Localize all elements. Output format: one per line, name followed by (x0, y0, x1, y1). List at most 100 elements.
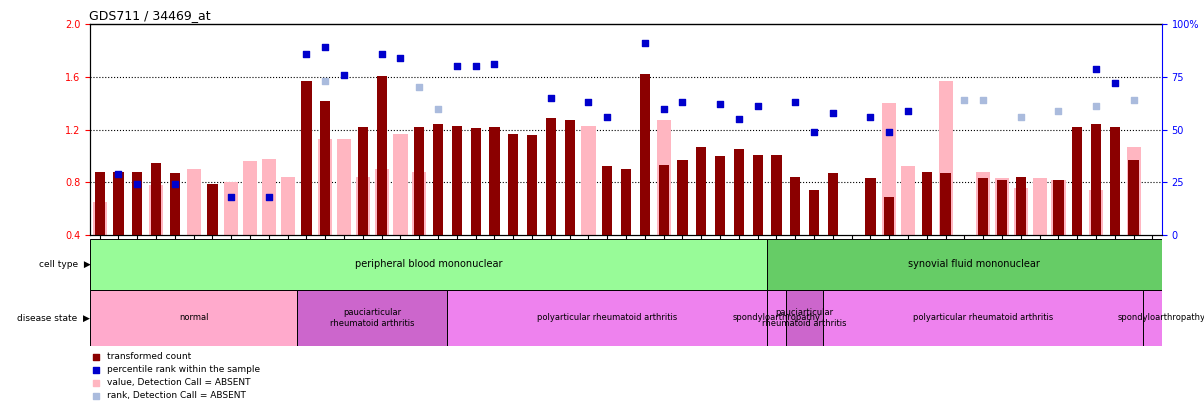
Text: pauciarticular
rheumatoid arthritis: pauciarticular rheumatoid arthritis (762, 308, 846, 328)
Bar (1051, 180, 1066, 235)
Bar (621, 169, 631, 235)
Point (1125, 97, 1144, 103)
Bar (1054, 180, 1063, 235)
Point (1086, 65, 1105, 72)
Point (485, 61, 504, 68)
Bar (132, 172, 142, 235)
Point (165, 181, 184, 188)
Text: pauciarticular
rheumatoid arthritis: pauciarticular rheumatoid arthritis (330, 308, 414, 328)
Point (748, 103, 767, 110)
Point (87, 379, 106, 386)
Point (466, 63, 485, 70)
Bar (715, 156, 725, 235)
Bar (602, 166, 613, 235)
Bar (827, 173, 838, 235)
Text: percentile rank within the sample: percentile rank within the sample (107, 365, 260, 374)
Bar (471, 128, 480, 235)
Bar (527, 135, 537, 235)
Point (974, 97, 993, 103)
Text: spondyloarthropathy: spondyloarthropathy (732, 313, 820, 322)
Bar (508, 134, 519, 235)
Point (259, 194, 278, 200)
Text: rank, Detection Call = ABSENT: rank, Detection Call = ABSENT (107, 391, 246, 400)
Point (1011, 114, 1031, 120)
Bar (582, 126, 596, 235)
Point (730, 116, 749, 122)
Point (710, 101, 730, 108)
Bar (957, 235, 972, 239)
Bar (846, 235, 857, 239)
Bar (374, 169, 389, 235)
Bar (772, 155, 781, 235)
Point (673, 99, 692, 105)
Bar (767, 290, 786, 346)
Point (447, 63, 466, 70)
Bar (297, 290, 448, 346)
Bar (901, 166, 915, 235)
Point (87, 354, 106, 360)
Bar (281, 177, 295, 235)
Point (1105, 80, 1125, 87)
Bar (95, 172, 105, 235)
Point (636, 40, 655, 47)
Bar (452, 126, 462, 235)
Point (654, 105, 673, 112)
Bar (149, 185, 164, 235)
Bar (93, 202, 107, 235)
Point (128, 181, 147, 188)
Bar (678, 160, 687, 235)
Point (880, 128, 899, 135)
Bar (320, 101, 330, 235)
Text: peripheral blood mononuclear: peripheral blood mononuclear (355, 259, 502, 269)
Bar (656, 120, 671, 235)
Point (429, 105, 448, 112)
Bar (978, 178, 988, 235)
Point (87, 367, 106, 373)
Point (372, 51, 391, 57)
Bar (786, 290, 824, 346)
Text: polyarticular rheumatoid arthritis: polyarticular rheumatoid arthritis (537, 313, 678, 322)
Bar (90, 290, 297, 346)
Bar (113, 172, 124, 235)
Bar (733, 149, 744, 235)
Point (597, 114, 616, 120)
Bar (884, 197, 895, 235)
Bar (301, 81, 312, 235)
Bar (1034, 235, 1045, 257)
Bar (790, 177, 801, 235)
Bar (187, 169, 201, 235)
Point (1086, 103, 1105, 110)
Bar (995, 178, 1009, 235)
Text: disease state  ▶: disease state ▶ (17, 313, 90, 322)
Bar (377, 76, 386, 235)
Text: synovial fluid mononuclear: synovial fluid mononuclear (908, 259, 1040, 269)
Bar (752, 155, 763, 235)
Bar (150, 162, 161, 235)
Bar (1127, 147, 1140, 235)
Bar (224, 182, 238, 235)
Bar (1072, 127, 1082, 235)
Bar (696, 147, 707, 235)
Bar (1016, 177, 1026, 235)
Bar (824, 290, 1143, 346)
Point (108, 171, 128, 177)
Point (804, 128, 824, 135)
Point (861, 114, 880, 120)
Bar (866, 178, 875, 235)
Point (898, 107, 917, 114)
Bar (358, 127, 368, 235)
Bar (489, 127, 500, 235)
Bar (243, 161, 258, 235)
Point (786, 99, 805, 105)
Bar (659, 165, 669, 235)
Bar (170, 173, 181, 235)
Text: normal: normal (179, 313, 208, 322)
Bar (1145, 235, 1159, 252)
Bar (807, 235, 821, 249)
Bar (412, 172, 426, 235)
Bar (639, 75, 650, 235)
Bar (1014, 188, 1028, 235)
Bar (207, 183, 218, 235)
Point (87, 392, 106, 399)
Bar (1088, 190, 1103, 235)
